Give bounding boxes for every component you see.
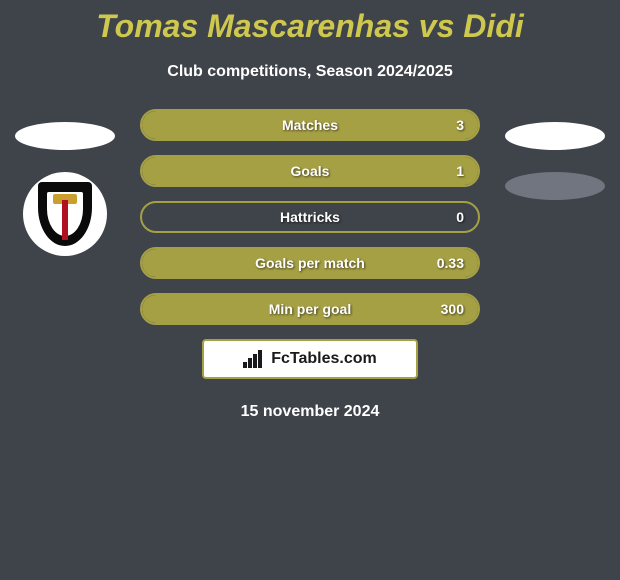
stat-row: Goals per match 0.33 bbox=[140, 247, 480, 279]
stat-label: Matches bbox=[282, 117, 338, 133]
stat-label: Goals bbox=[291, 163, 330, 179]
stat-label: Goals per match bbox=[255, 255, 365, 271]
stat-row: Goals 1 bbox=[140, 155, 480, 187]
comparison-card: Tomas Mascarenhas vs Didi Club competiti… bbox=[0, 0, 620, 580]
stat-value: 1 bbox=[456, 163, 464, 179]
page-title: Tomas Mascarenhas vs Didi bbox=[0, 8, 620, 45]
stat-value: 3 bbox=[456, 117, 464, 133]
subtitle: Club competitions, Season 2024/2025 bbox=[0, 63, 620, 81]
stat-label: Hattricks bbox=[280, 209, 340, 225]
stat-row: Matches 3 bbox=[140, 109, 480, 141]
stats-list: Matches 3 Goals 1 Hattricks 0 Goals per … bbox=[140, 109, 480, 325]
stat-row: Min per goal 300 bbox=[140, 293, 480, 325]
stat-value: 300 bbox=[441, 301, 464, 317]
stat-value: 0.33 bbox=[437, 255, 464, 271]
shield-stripe-icon bbox=[62, 200, 68, 240]
player-right-oval-2 bbox=[505, 172, 605, 200]
bars-icon bbox=[243, 350, 265, 368]
branding-label: FcTables.com bbox=[271, 350, 377, 368]
stat-value: 0 bbox=[456, 209, 464, 225]
right-player-badges bbox=[500, 122, 610, 222]
shield-icon bbox=[38, 182, 92, 246]
stat-label: Min per goal bbox=[269, 301, 351, 317]
player-left-oval bbox=[15, 122, 115, 150]
date-text: 15 november 2024 bbox=[0, 403, 620, 421]
club-logo-left bbox=[23, 172, 107, 256]
stat-row: Hattricks 0 bbox=[140, 201, 480, 233]
player-right-oval-1 bbox=[505, 122, 605, 150]
left-player-badges bbox=[10, 122, 120, 256]
branding-badge[interactable]: FcTables.com bbox=[202, 339, 418, 379]
